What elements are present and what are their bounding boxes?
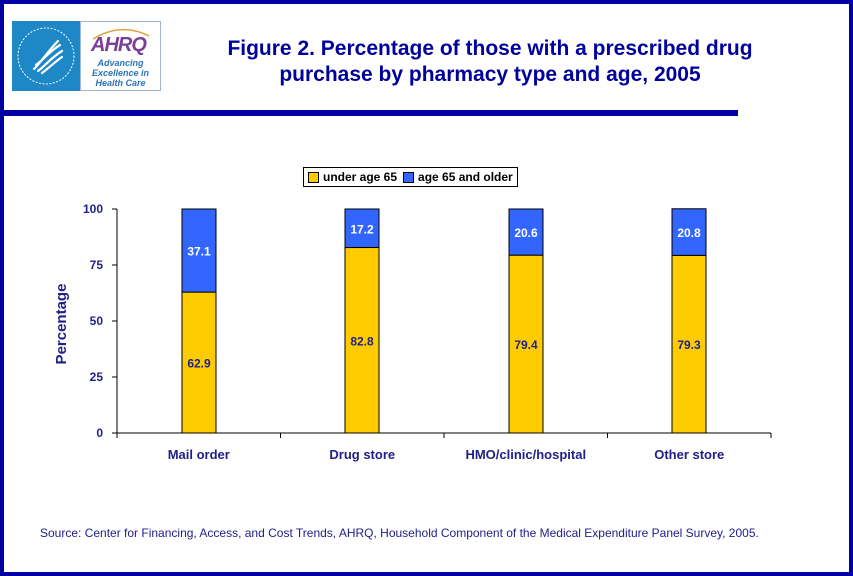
ahrq-wordmark: AHRQ Advancing Excellence in Health Care (80, 21, 161, 91)
legend-swatch-under65 (308, 171, 319, 183)
bar-segment-65plus (508, 208, 544, 256)
data-label: 20.8 (677, 226, 701, 240)
bar-segment-65plus (344, 208, 380, 249)
ahrq-logo: AHRQ Advancing Excellence in Health Care (12, 21, 161, 91)
data-label: 62.9 (187, 357, 211, 371)
bar-segment-under65 (181, 291, 217, 434)
title-line-2: purchase by pharmacy type and age, 2005 (279, 63, 701, 86)
y-tick-label: 0 (96, 426, 103, 440)
ahrq-word: AHRQ (91, 34, 147, 56)
source-note: Source: Center for Financing, Access, an… (40, 526, 759, 540)
x-tick-label: Other store (654, 447, 724, 462)
data-label: 37.1 (187, 245, 211, 259)
y-axis-label: Percentage (53, 284, 70, 365)
stacked-bar-chart: 0 25 50 75 100 Mail order Drug store HMO/clini… (53, 202, 772, 462)
y-tick-label: 50 (90, 314, 104, 328)
bars: 62.9 37.1 82.8 17.2 79.4 20.6 79.3 20.8 (181, 208, 707, 434)
y-tick-label: 25 (90, 370, 104, 384)
hhs-eagle-logo (12, 21, 80, 91)
x-axis: Mail order Drug store HMO/clinic/hospital O… (116, 432, 772, 462)
data-label: 17.2 (350, 222, 374, 236)
bar-segment-under65 (671, 254, 707, 434)
data-label: 20.6 (514, 226, 538, 240)
legend-label-under65: under age 65 (323, 170, 398, 184)
page-title: Figure 2. Percentage of those with a pre… (190, 36, 790, 88)
ahrq-tagline: Advancing Excellence in Health Care (91, 58, 150, 88)
chart-legend: under age 65 age 65 and older (303, 167, 518, 187)
x-tick-label: Mail order (168, 447, 230, 462)
y-tick-label: 100 (83, 202, 103, 216)
legend-swatch-65plus (403, 171, 415, 183)
legend-item-under65: under age 65 (308, 170, 397, 184)
y-tick-label: 75 (90, 258, 104, 272)
x-tick-label: Drug store (329, 447, 395, 462)
bar-segment-under65 (344, 247, 380, 434)
data-label: 79.4 (514, 338, 538, 352)
data-label: 82.8 (350, 334, 374, 348)
legend-label-65plus: age 65 and older (418, 170, 513, 184)
bar-segment-under65 (508, 254, 544, 434)
bar-segment-65plus (181, 208, 217, 293)
title-line-1: Figure 2. Percentage of those with a pre… (227, 37, 753, 60)
bar-segment-65plus (671, 208, 707, 256)
title-divider (0, 110, 738, 116)
data-label: 79.3 (677, 338, 701, 352)
legend-item-65plus: age 65 and older (403, 170, 513, 184)
x-tick-label: HMO/clinic/hospital (465, 447, 586, 462)
y-axis: 0 25 50 75 100 (83, 202, 118, 440)
